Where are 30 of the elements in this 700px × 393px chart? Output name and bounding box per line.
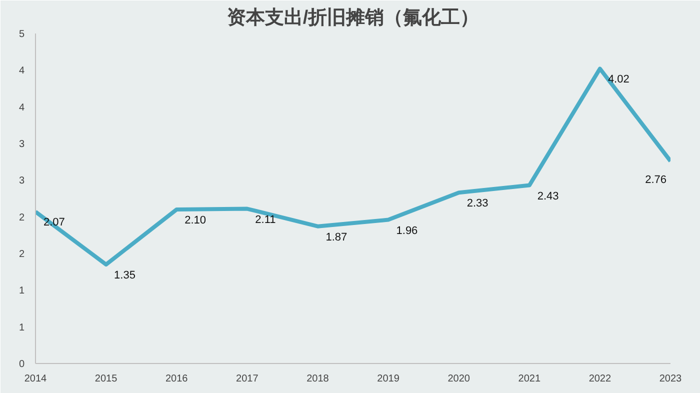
- x-tick-label: 2019: [377, 374, 400, 384]
- text: 1.96: [396, 224, 418, 237]
- chart-title: 资本支出/折旧摊销（氟化工）: [226, 6, 480, 28]
- x-tick-label: 2017: [236, 374, 259, 384]
- x-tick-label: 2015: [94, 374, 118, 384]
- x-tick-label: 2014: [24, 374, 48, 384]
- text: 2.11: [255, 214, 276, 226]
- x-tick-label: 2022: [588, 374, 612, 384]
- line-series: [36, 66, 670, 266]
- text: 1.35: [114, 270, 136, 282]
- x-tick-label: 2018: [306, 374, 330, 384]
- text: 2.43: [537, 190, 559, 202]
- x-tick-label: 2020: [448, 374, 470, 384]
- y-tick-label: 3: [18, 139, 25, 150]
- text: 1.87: [326, 231, 348, 244]
- text: 2.10: [184, 214, 206, 226]
- y-tick-label: 5: [18, 29, 25, 40]
- text: 2.76: [645, 174, 667, 186]
- y-tick-label: 3: [18, 176, 25, 187]
- y-tick-label: 2: [18, 212, 25, 224]
- y-tick-label: 2: [18, 249, 25, 260]
- y-tick-label: 4: [18, 66, 25, 77]
- y-tick-label: 1: [18, 322, 25, 334]
- y-tick-label: 0: [18, 359, 25, 370]
- x-tick-label: 2016: [165, 374, 188, 384]
- text: 2.33: [466, 198, 488, 210]
- y-tick-label: 4: [18, 102, 25, 114]
- x-tick-label: 2021: [518, 374, 541, 384]
- x-tick-label: 2023: [659, 374, 682, 384]
- y-tick-label: 1: [18, 286, 25, 297]
